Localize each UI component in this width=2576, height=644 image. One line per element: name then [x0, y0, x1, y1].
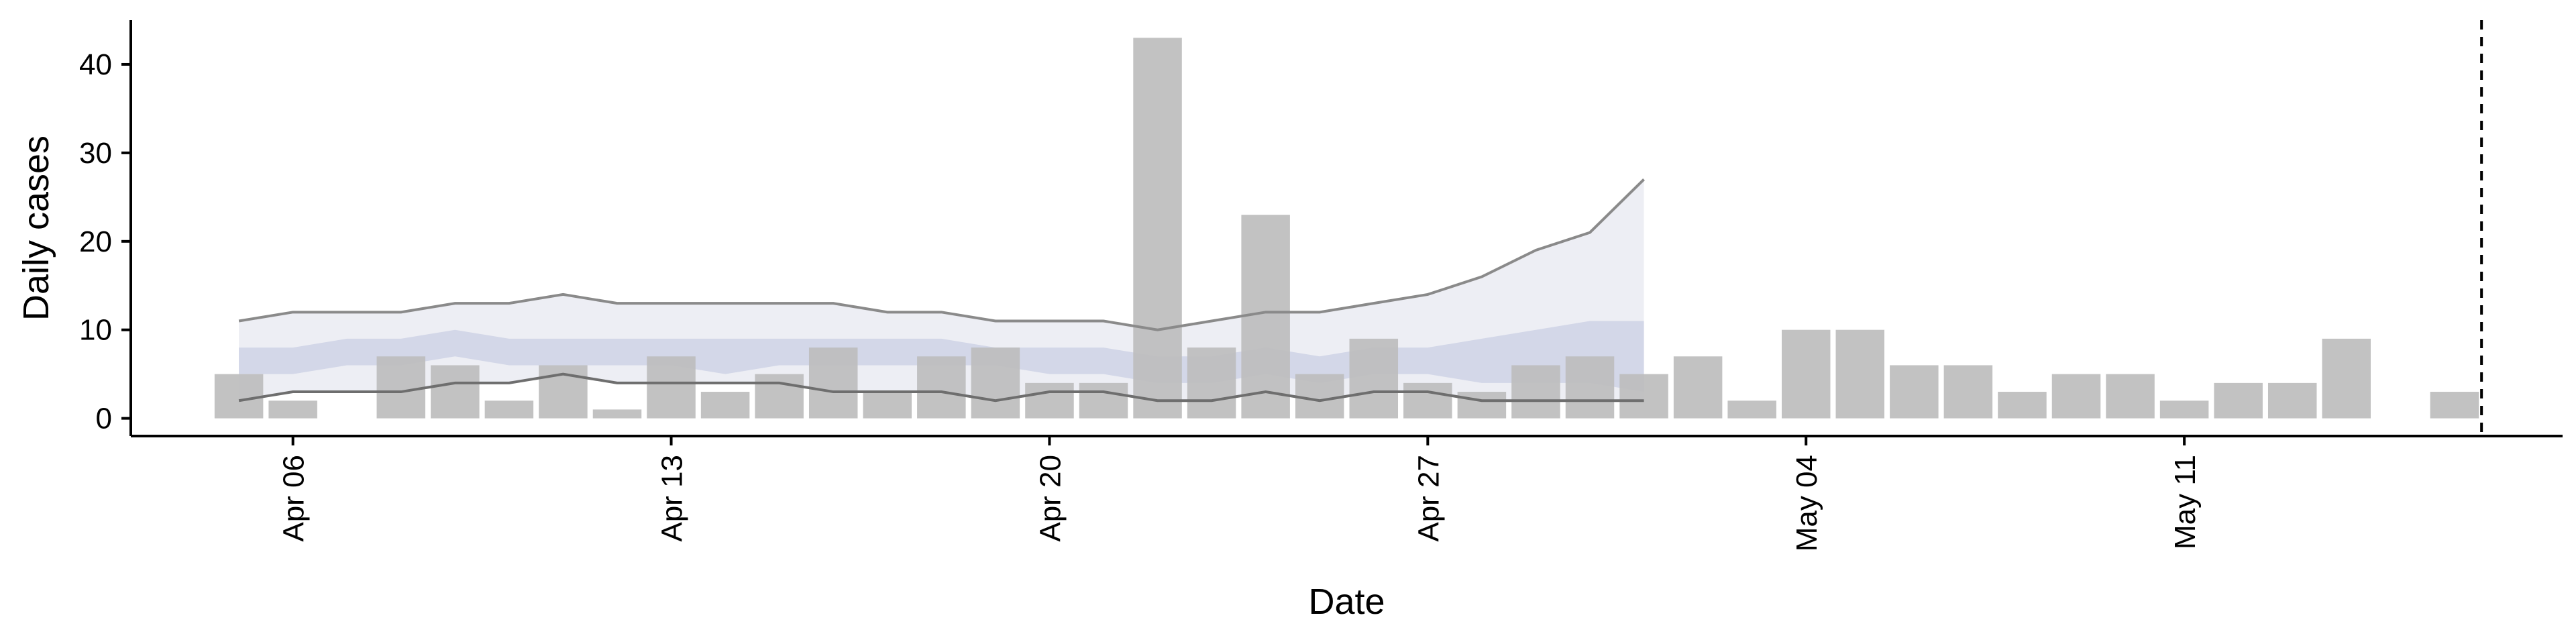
bar-2020-05-05: [1835, 329, 1885, 419]
bar-2020-04-18: [917, 356, 966, 419]
bar-2020-04-26: [1349, 338, 1399, 419]
bar-2020-05-04: [1781, 329, 1831, 419]
x-axis-title: Date: [1308, 582, 1385, 622]
y-tick-label-0: 0: [96, 402, 112, 435]
band-line-0: [238, 178, 1645, 331]
bar-2020-05-11: [2159, 400, 2209, 419]
bar-2020-04-24: [1241, 215, 1290, 419]
bar-2020-04-14: [700, 392, 750, 419]
bar-2020-05-10: [2106, 374, 2155, 419]
bar-2020-05-16: [2430, 392, 2479, 419]
bar-2020-05-08: [1998, 392, 2047, 419]
bar-2020-05-02: [1673, 356, 1723, 419]
bar-2020-04-09: [431, 365, 480, 419]
y-tick-label-40: 40: [79, 48, 112, 81]
y-tick-label-20: 20: [79, 225, 112, 258]
daily-case-bars: [214, 38, 2479, 419]
bar-2020-04-08: [376, 356, 426, 419]
bar-2020-04-12: [592, 409, 642, 419]
x-tick-label-2020-04-27: Apr 27: [1412, 455, 1445, 542]
bar-2020-04-20: [1025, 382, 1074, 419]
bar-2020-04-17: [863, 392, 912, 419]
band-line-1: [238, 372, 1644, 402]
x-tick-label-2020-05-04: May 04: [1790, 455, 1823, 551]
bar-2020-05-01: [1619, 374, 1668, 419]
bar-2020-05-13: [2267, 382, 2317, 419]
y-tick-label-30: 30: [79, 137, 112, 170]
bar-2020-05-07: [1943, 365, 1993, 419]
bar-2020-04-25: [1295, 374, 1344, 419]
bar-2020-04-13: [647, 356, 696, 419]
x-tick-label-2020-04-20: Apr 20: [1034, 455, 1067, 542]
bar-2020-04-28: [1457, 392, 1507, 419]
bar-2020-04-23: [1187, 347, 1236, 419]
x-tick-label-2020-04-06: Apr 06: [278, 455, 311, 542]
y-tick-label-10: 10: [79, 314, 112, 347]
bar-2020-05-09: [2051, 374, 2101, 419]
y-axis-title: Daily cases: [16, 136, 56, 321]
bar-2020-05-03: [1727, 400, 1776, 419]
y-ticks: 0 10 20 30 40: [79, 48, 131, 435]
x-ticks: Apr 06 Apr 13 Apr 20 Apr 27 May 04 May 11: [278, 436, 2202, 551]
bar-2020-04-19: [971, 347, 1020, 419]
bar-2020-04-15: [755, 374, 804, 419]
bar-2020-04-10: [484, 400, 534, 419]
bar-2020-04-27: [1403, 382, 1452, 419]
x-tick-label-2020-04-13: Apr 13: [656, 455, 689, 542]
bar-2020-04-22: [1133, 38, 1182, 419]
bar-2020-04-21: [1079, 382, 1128, 419]
bar-2020-05-14: [2322, 338, 2371, 419]
bar-2020-04-06: [268, 400, 317, 419]
bar-2020-04-16: [808, 347, 858, 419]
bar-2020-05-12: [2214, 382, 2263, 419]
axes: [129, 20, 2563, 437]
bar-2020-04-05: [214, 374, 264, 419]
band-edge-lines: [238, 178, 1645, 402]
bar-2020-04-30: [1565, 356, 1615, 419]
x-tick-label-2020-05-11: May 11: [2169, 455, 2202, 549]
bar-2020-04-29: [1511, 365, 1560, 419]
bar-2020-05-06: [1890, 365, 1939, 419]
